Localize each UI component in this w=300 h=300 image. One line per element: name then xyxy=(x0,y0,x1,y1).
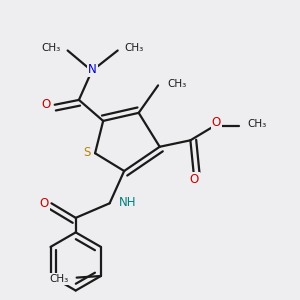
Text: S: S xyxy=(83,146,91,159)
Text: O: O xyxy=(190,173,199,186)
Text: CH₃: CH₃ xyxy=(125,43,144,53)
Text: O: O xyxy=(40,197,49,210)
Text: O: O xyxy=(41,98,51,111)
Text: CH₃: CH₃ xyxy=(167,79,186,89)
Text: O: O xyxy=(212,116,221,129)
Text: CH₃: CH₃ xyxy=(247,119,266,129)
Text: N: N xyxy=(88,63,97,76)
Text: CH₃: CH₃ xyxy=(49,274,69,284)
Text: NH: NH xyxy=(119,196,136,209)
Text: CH₃: CH₃ xyxy=(41,43,61,53)
